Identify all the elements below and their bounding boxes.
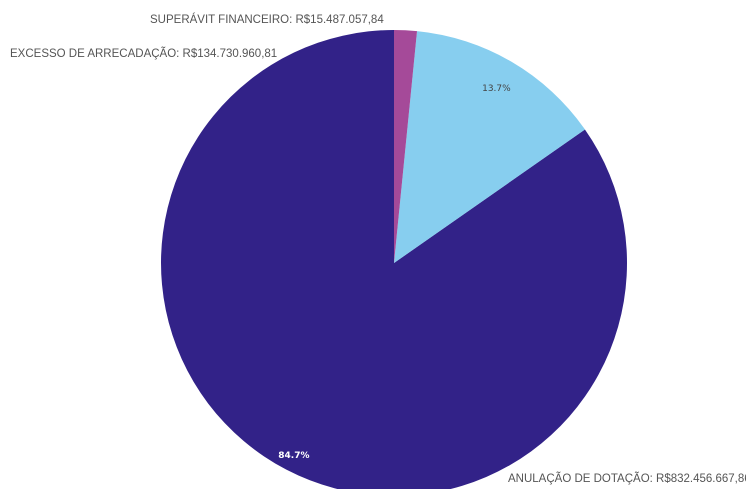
pie-slices xyxy=(161,30,627,489)
percent-label-excesso-de-arrecadacao: 13.7% xyxy=(482,84,511,94)
pie-slice-anulacao-de-dotacao[interactable] xyxy=(161,30,627,489)
pie-slice-superavit-financeiro[interactable] xyxy=(394,30,418,263)
slice-label-excesso-de-arrecadacao: EXCESSO DE ARRECADAÇÃO: R$134.730.960,81 xyxy=(10,47,277,60)
percent-label-anulacao-de-dotacao: 84.7% xyxy=(278,451,309,461)
slice-label-superavit-financeiro: SUPERÁVIT FINANCEIRO: R$15.487.057,84 xyxy=(150,13,384,26)
pie-slice-excesso-de-arrecadacao[interactable] xyxy=(394,31,585,263)
slice-label-anulacao-de-dotacao: ANULAÇÃO DE DOTAÇÃO: R$832.456.667,86 xyxy=(508,472,746,485)
percent-labels: 84.7% 13.7% xyxy=(278,84,511,461)
